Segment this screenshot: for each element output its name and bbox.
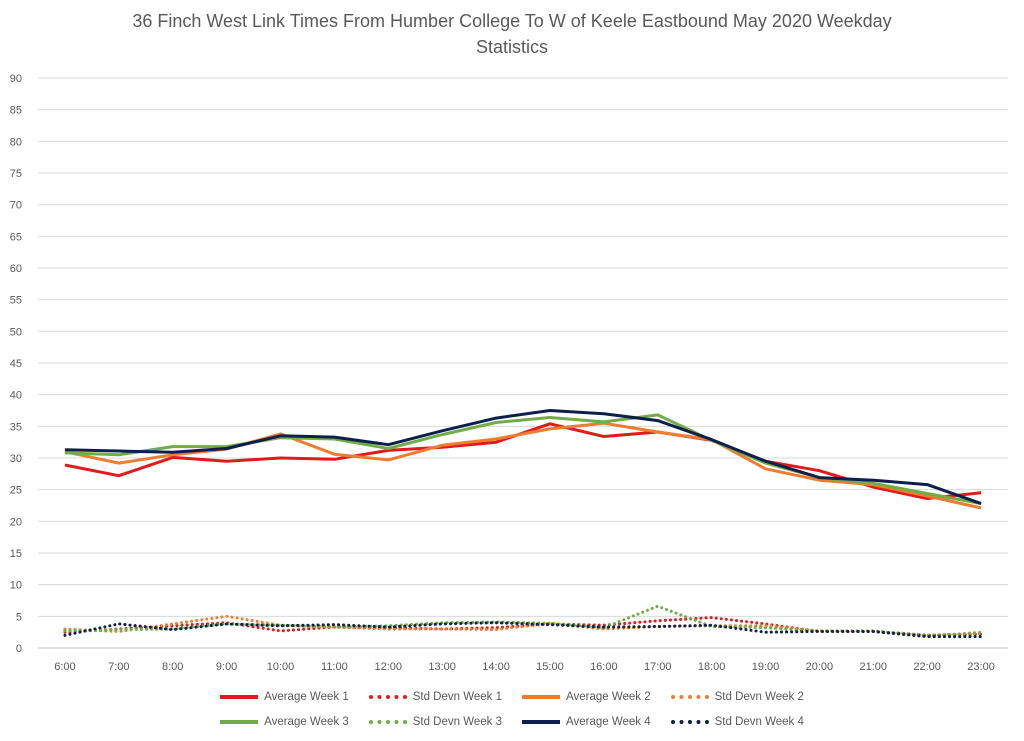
legend-row: Average Week 3 Std Devn Week 3 Average Wee… [0, 709, 1024, 734]
legend-swatch [368, 694, 407, 699]
legend-label: Average Week 1 [264, 690, 349, 703]
legend-swatch [670, 694, 709, 699]
y-tick-label: 10 [10, 580, 22, 592]
y-tick-label: 15 [10, 548, 22, 560]
x-tick-label: 10:00 [267, 661, 295, 673]
y-tick-label: 75 [10, 168, 22, 180]
legend-label: Std Devn Week 3 [412, 715, 502, 728]
y-tick-label: 65 [10, 231, 22, 243]
x-axis-ticks: 6:00 7:00 8:00 9:00 10:00 11:00 12:00 13:00 14:0… [54, 661, 995, 673]
legend-item: Std Devn Week 2 [670, 690, 804, 703]
line-chart: 0 5 10 15 20 25 30 35 40 45 50 55 60 65 70 75 80 85 90 6:0… [10, 73, 1008, 673]
legend-swatch [670, 719, 709, 724]
x-tick-label: 15:00 [536, 661, 564, 673]
legend-label: Average Week 3 [264, 715, 349, 728]
x-tick-label: 7:00 [108, 661, 129, 673]
y-tick-label: 25 [10, 485, 22, 497]
legend-item: Std Devn Week 1 [368, 690, 502, 703]
y-tick-label: 55 [10, 295, 22, 307]
x-tick-label: 16:00 [590, 661, 618, 673]
y-tick-label: 40 [10, 390, 22, 402]
legend-swatch [368, 719, 407, 724]
legend-item: Average Week 2 [522, 691, 651, 703]
legend-swatch [522, 694, 560, 699]
chart-title: 36 Finch West Link Times From Humber Col… [0, 8, 1024, 60]
y-axis-ticks: 0 5 10 15 20 25 30 35 40 45 50 55 60 65 70 75 80 85 90 [10, 73, 22, 655]
legend-item: Average Week 1 [220, 691, 349, 703]
legend-item: Std Devn Week 3 [368, 715, 502, 728]
chart-title-line-1: 36 Finch West Link Times From Humber Col… [132, 11, 892, 31]
x-tick-label: 19:00 [752, 661, 780, 673]
legend-label: Average Week 2 [566, 690, 651, 703]
x-tick-label: 6:00 [54, 661, 75, 673]
y-tick-label: 5 [16, 611, 22, 623]
y-tick-label: 20 [10, 516, 22, 528]
y-tick-label: 85 [10, 105, 22, 117]
series-line-average-week-2 [64, 421, 982, 510]
y-tick-label: 50 [10, 326, 22, 338]
x-tick-label: 23:00 [967, 661, 995, 673]
legend-label: Average Week 4 [566, 715, 651, 728]
legend-swatch [220, 694, 259, 699]
series-lines [63, 409, 983, 639]
legend-row: Average Week 1 Std Devn Week 1 Average Wee… [0, 684, 1024, 709]
x-tick-label: 12:00 [375, 661, 403, 673]
y-tick-label: 70 [10, 200, 22, 212]
x-tick-label: 22:00 [913, 661, 941, 673]
legend: Average Week 1 Std Devn Week 1 Average Wee… [0, 684, 1024, 734]
legend-label: Std Devn Week 1 [412, 690, 502, 703]
legend-item: Average Week 3 [220, 716, 349, 728]
series-line-average-week-4 [64, 409, 982, 506]
gridlines [38, 77, 1008, 649]
chart-title-line-2: Statistics [475, 37, 549, 57]
legend-label: Std Devn Week 2 [714, 690, 804, 703]
x-tick-label: 20:00 [806, 661, 834, 673]
y-tick-label: 35 [10, 421, 22, 433]
y-tick-label: 60 [10, 263, 22, 275]
legend-swatch [220, 719, 259, 724]
x-tick-label: 18:00 [698, 661, 726, 673]
series-line-std-devn-week-4 [63, 621, 983, 639]
legend-swatch [522, 719, 560, 724]
y-tick-label: 45 [10, 358, 22, 370]
y-tick-label: 0 [16, 643, 22, 655]
legend-item: Average Week 4 [522, 716, 651, 728]
legend-item: Std Devn Week 4 [670, 715, 804, 728]
x-tick-label: 13:00 [428, 661, 456, 673]
x-tick-label: 9:00 [216, 661, 237, 673]
y-tick-label: 80 [10, 136, 22, 148]
x-tick-label: 14:00 [482, 661, 510, 673]
x-tick-label: 11:00 [321, 661, 348, 673]
x-tick-label: 21:00 [860, 661, 888, 673]
x-tick-label: 8:00 [162, 661, 183, 673]
x-tick-label: 17:00 [644, 661, 672, 673]
y-tick-label: 30 [10, 453, 22, 465]
legend-label: Std Devn Week 4 [714, 715, 804, 728]
y-tick-label: 90 [10, 73, 22, 85]
